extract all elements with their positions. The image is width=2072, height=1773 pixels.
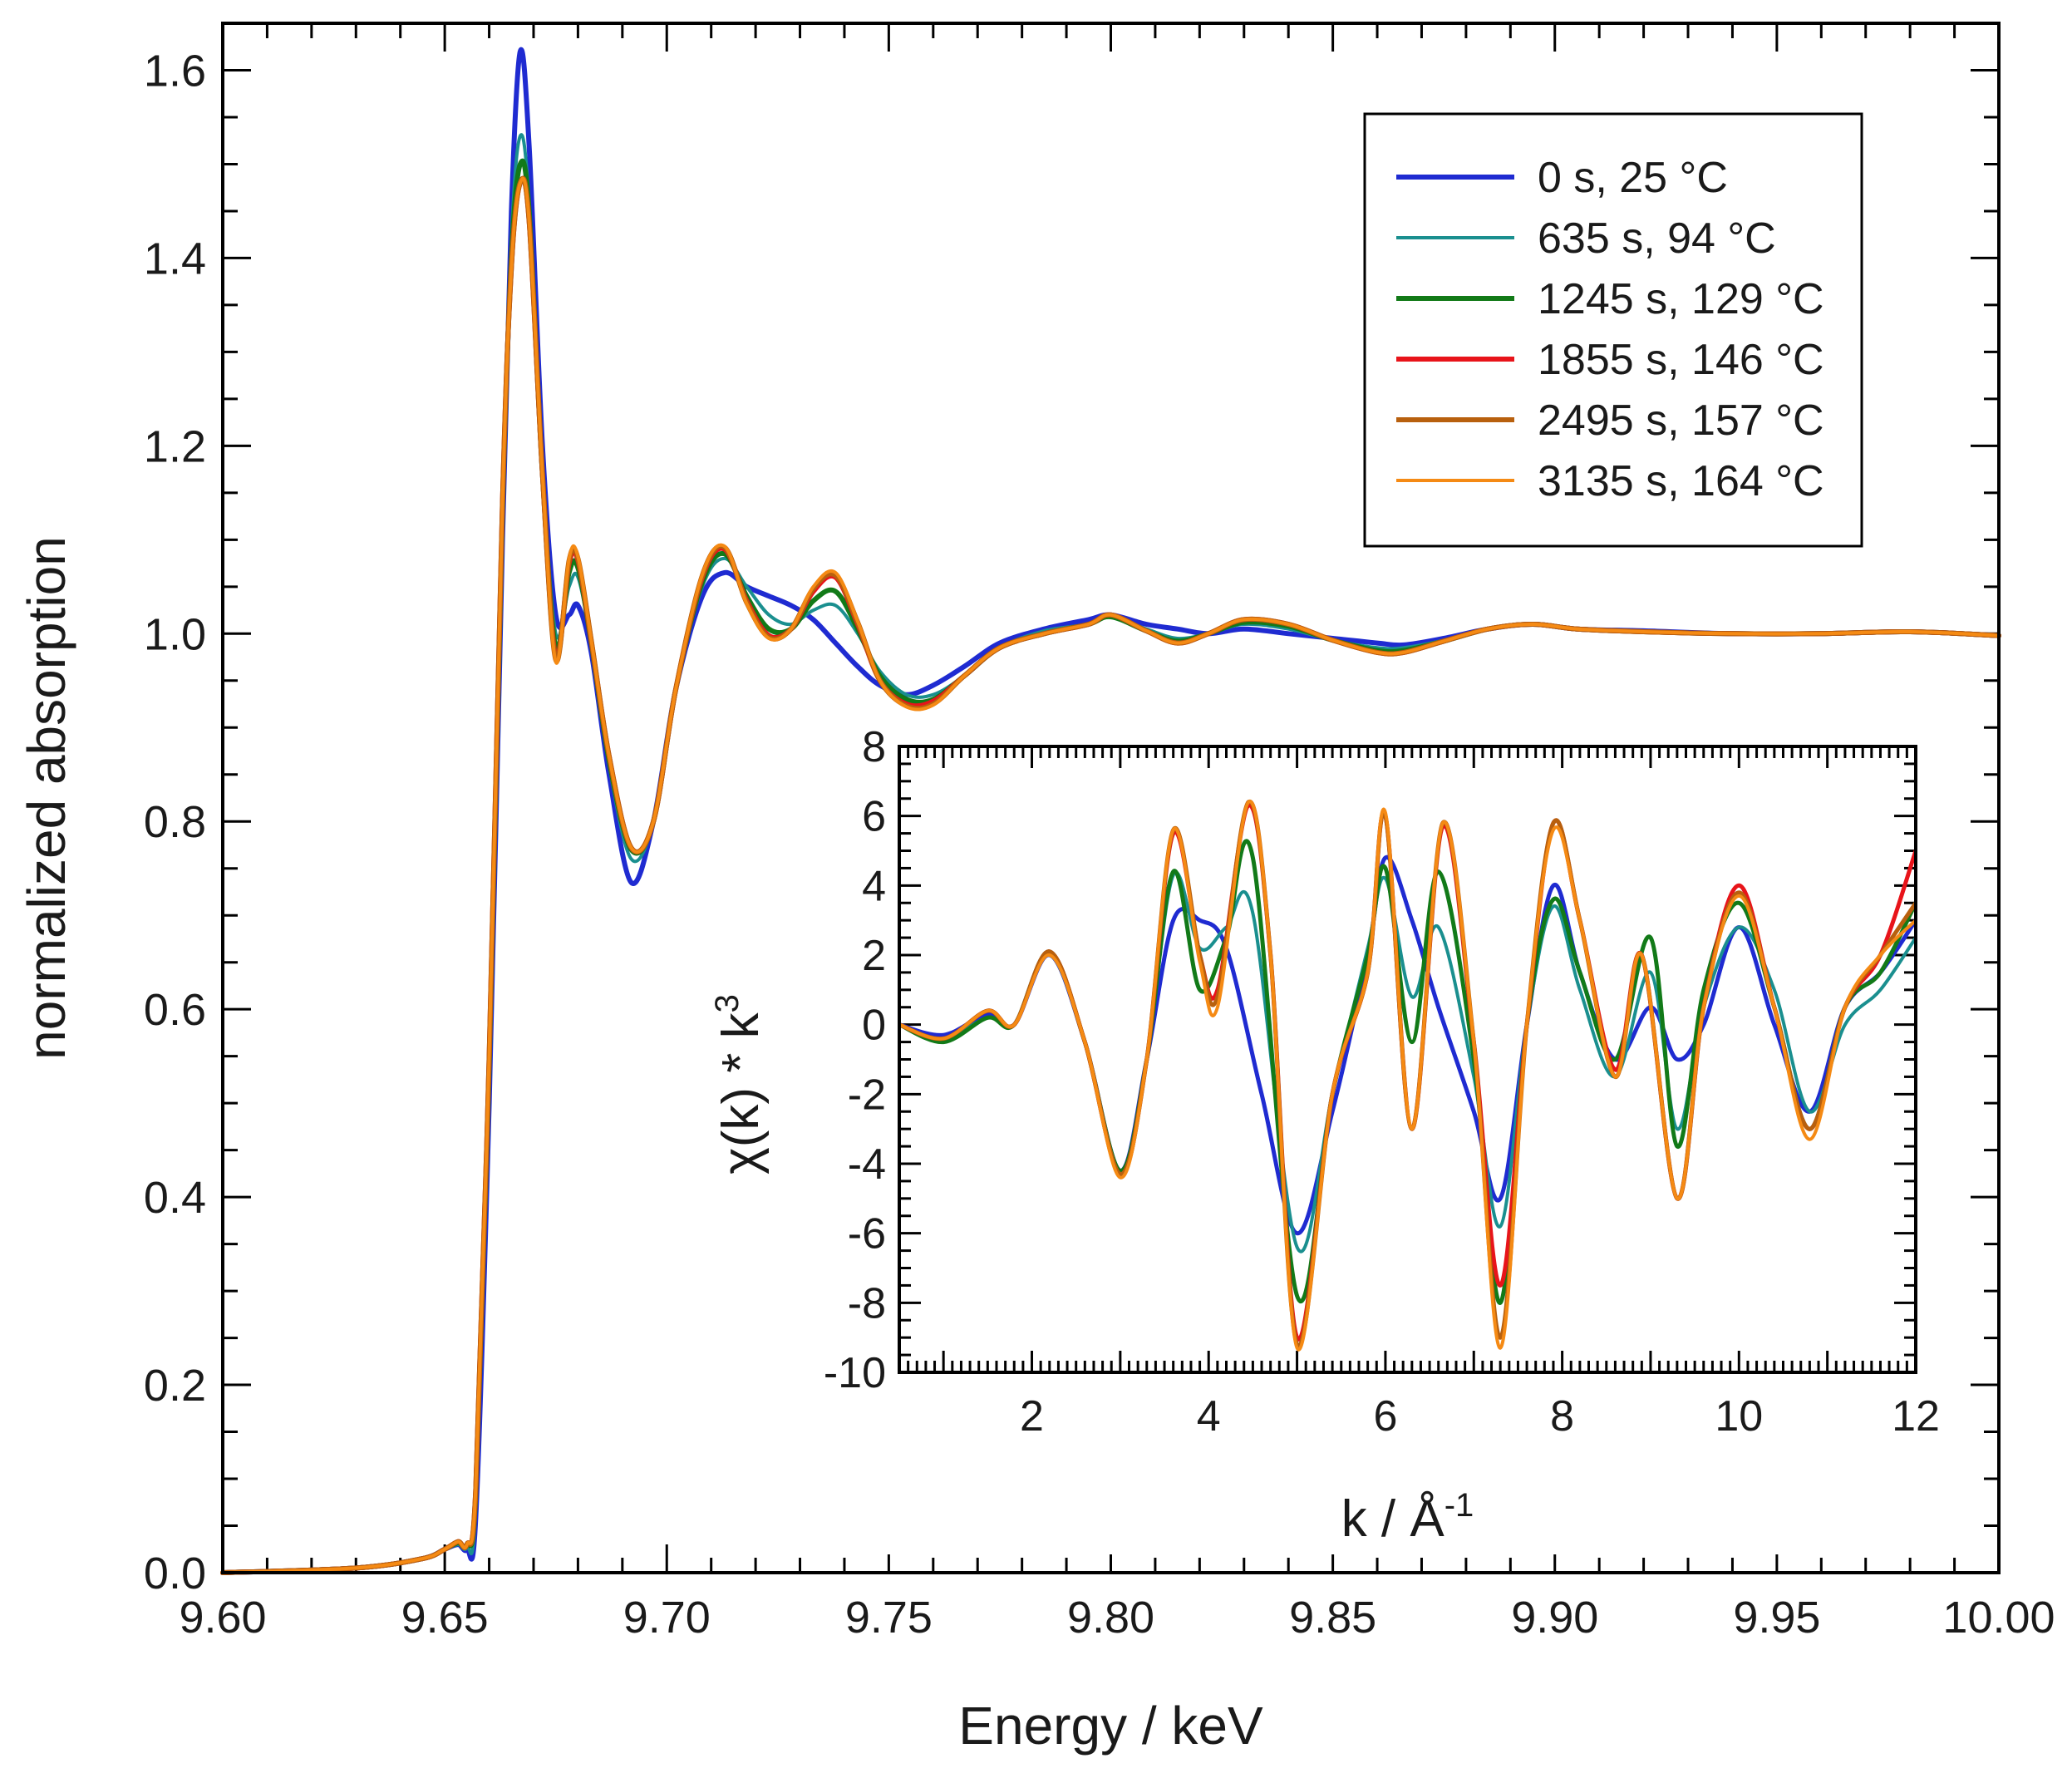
inset-x-tick-label: 10: [1715, 1392, 1763, 1441]
inset-y-tick-label: 8: [862, 723, 886, 771]
legend-label-2: 635 s, 94 °C: [1538, 214, 1776, 263]
main-x-tick-labels: 9.60 9.65 9.70 9.75 9.80 9.85 9.90 9.95 10.00: [179, 1593, 2055, 1642]
main-x-tick-label: 9.80: [1067, 1593, 1154, 1642]
inset-x-axis-title: k / Å-1: [1341, 1487, 1474, 1548]
inset-y-tick-label: 6: [862, 793, 886, 841]
inset-y-axis-title: χ(k) * k3: [709, 994, 770, 1175]
main-x-tick-label: 9.75: [845, 1593, 933, 1642]
inset-series-line-6: [899, 800, 1916, 1352]
main-y-tick-label: 1.2: [144, 421, 206, 471]
inset-y-tick-labels: -10 -8 -6 -4 -2 0 2 4 6 8: [824, 723, 886, 1397]
main-y-tick-label: 1.6: [144, 46, 206, 96]
inset-y-tick-label: 0: [862, 1002, 886, 1050]
main-y-tick-label: 0.2: [144, 1361, 206, 1411]
inset-y-tick-label: -10: [824, 1349, 886, 1397]
inset-y-tick-label: -2: [848, 1071, 886, 1119]
inset-x-tick-label: 12: [1892, 1392, 1940, 1441]
legend-label-1: 0 s, 25 °C: [1538, 154, 1728, 202]
legend-items: 0 s, 25 °C 635 s, 94 °C 1245 s, 129 °C 1855…: [1396, 154, 1824, 505]
main-y-tick-label: 0.8: [144, 797, 206, 847]
inset-x-tick-label: 4: [1197, 1392, 1221, 1441]
main-y-tick-label: 0.0: [144, 1549, 206, 1598]
inset-x-tick-label: 2: [1020, 1392, 1044, 1441]
inset-y-tick-label: -8: [848, 1279, 886, 1327]
inset-y-tick-label: 2: [862, 932, 886, 980]
main-x-tick-label: 9.95: [1733, 1593, 1820, 1642]
inset-x-tick-labels: 2 4 6 8 10 12: [1020, 1392, 1940, 1441]
inset-plot-frame: [898, 745, 1917, 1374]
inset-y-axis-title-sup: 3: [709, 994, 746, 1012]
inset-y-tick-label: -4: [848, 1140, 886, 1189]
inset-x-tick-label: 8: [1550, 1392, 1574, 1441]
legend-label-3: 1245 s, 129 °C: [1538, 275, 1824, 323]
inset-background: [781, 731, 1961, 1554]
main-x-tick-label: 10.00: [1942, 1593, 2055, 1642]
main-x-tick-label: 9.70: [623, 1593, 711, 1642]
inset-y-axis-title-main: χ(k) * k: [712, 1012, 770, 1174]
inset-x-tick-label: 6: [1373, 1392, 1397, 1441]
main-y-tick-label: 0.6: [144, 985, 206, 1035]
legend-label-4: 1855 s, 146 °C: [1538, 336, 1824, 384]
main-y-tick-label: 1.4: [144, 234, 206, 283]
legend-label-6: 3135 s, 164 °C: [1538, 457, 1824, 505]
inset-x-axis-title-sup: -1: [1444, 1487, 1474, 1524]
main-x-tick-label: 9.60: [179, 1593, 266, 1642]
inset-axis-ticks: [898, 745, 1917, 1374]
main-y-tick-labels: 0.0 0.2 0.4 0.6 0.8 1.0 1.2 1.4 1.6: [144, 46, 206, 1598]
legend-label-5: 2495 s, 157 °C: [1538, 396, 1824, 445]
inset-x-axis-title-main: k / Å: [1341, 1490, 1445, 1548]
main-x-tick-label: 9.65: [401, 1593, 489, 1642]
main-series-line-6: [221, 176, 2001, 1574]
main-plot-area: [220, 47, 2001, 1575]
legend: 0 s, 25 °C 635 s, 94 °C 1245 s, 129 °C 1855…: [1363, 112, 1863, 548]
main-x-axis-title: Energy / keV: [958, 1696, 1263, 1756]
legend-box: [1363, 112, 1863, 548]
inset-y-tick-label: -6: [848, 1210, 886, 1258]
main-y-axis-title: normalized absorption: [17, 536, 76, 1060]
main-plot-frame: [221, 22, 2001, 1574]
main-y-tick-label: 0.4: [144, 1173, 206, 1223]
main-x-tick-label: 9.90: [1511, 1593, 1598, 1642]
main-x-tick-label: 9.85: [1289, 1593, 1376, 1642]
inset-plot-area: [899, 799, 1916, 1352]
inset-y-tick-label: 4: [862, 862, 886, 910]
main-y-tick-label: 1.0: [144, 609, 206, 659]
